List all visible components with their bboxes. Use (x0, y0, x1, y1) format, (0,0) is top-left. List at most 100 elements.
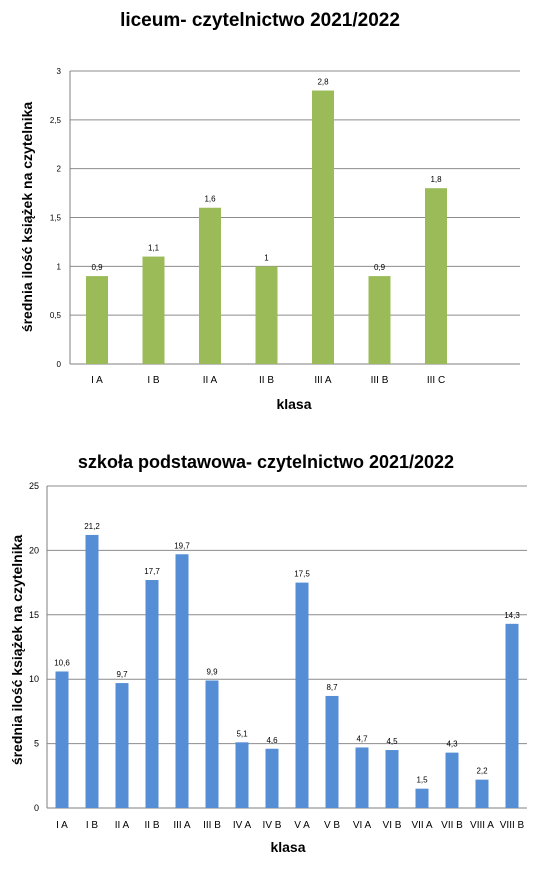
bar (255, 266, 278, 364)
y-tick-label: 15 (29, 610, 39, 620)
x-tick-label: III B (203, 820, 221, 831)
data-label: 1,5 (416, 776, 428, 785)
x-tick-label: I A (56, 820, 68, 831)
bar (145, 580, 159, 808)
data-label: 4,7 (356, 734, 368, 743)
y-tick-label: 25 (29, 481, 39, 491)
bar (235, 742, 249, 808)
data-label: 2,2 (476, 767, 488, 776)
x-tick-label: II A (203, 375, 218, 386)
bar (115, 683, 129, 808)
bar (265, 748, 279, 808)
data-label: 4,5 (386, 737, 398, 746)
data-label: 10,6 (54, 658, 70, 667)
y-tick-label: 0,5 (50, 311, 62, 320)
x-tick-label: I A (91, 375, 103, 386)
szkola-podstawowa-chart: szkoła podstawowa- czytelnictwo 2021/202… (9, 452, 527, 855)
data-label: 4,6 (266, 736, 278, 745)
data-label: 17,7 (144, 567, 160, 576)
x-tick-label: II A (115, 820, 130, 831)
bar (175, 554, 189, 808)
bar (385, 750, 399, 808)
x-axis-title: klasa (276, 396, 311, 412)
data-label: 0,9 (91, 263, 103, 272)
bar (415, 788, 429, 808)
x-tick-labels: I A I B II A II B III A III B IV A IV B V A V B VI… (56, 820, 524, 831)
x-tick-label: III C (427, 375, 445, 386)
y-tick-label: 2 (57, 165, 62, 174)
bar (325, 695, 339, 808)
x-tick-label: III A (314, 375, 332, 386)
bar (85, 534, 99, 808)
x-tick-label: VI B (383, 820, 402, 831)
y-tick-label: 1 (57, 262, 62, 271)
y-tick-label: 0 (57, 360, 62, 369)
x-tick-label: III B (371, 375, 389, 386)
data-label: 2,8 (317, 78, 329, 87)
data-label: 17,5 (294, 570, 310, 579)
data-label: 0,9 (374, 263, 386, 272)
data-label: 1 (264, 253, 269, 262)
x-tick-label: VII A (411, 820, 432, 831)
x-tick-label: IV B (263, 820, 282, 831)
data-label: 9,9 (206, 667, 218, 676)
y-tick-label: 20 (29, 545, 39, 555)
data-label: 1,1 (148, 244, 160, 253)
x-axis-title: klasa (270, 839, 305, 855)
y-tick-label: 5 (34, 739, 39, 749)
bars (86, 90, 447, 365)
y-tick-label: 2,5 (50, 116, 62, 125)
y-axis-title: średnia ilość książek na czytelnika (9, 535, 25, 766)
x-tick-label: II B (144, 820, 159, 831)
y-axis-title: średnia ilość książek na czytelnika (19, 102, 35, 333)
data-label: 5,1 (236, 729, 248, 738)
y-tick-label: 0 (34, 803, 39, 813)
x-tick-label: I B (147, 375, 160, 386)
x-tick-label: VI A (353, 820, 372, 831)
data-labels: 0,9 1,1 1,6 1 2,8 0,9 1,8 (91, 78, 442, 273)
data-label: 19,7 (174, 541, 190, 550)
bar (475, 779, 489, 808)
bar (295, 582, 309, 808)
bar (86, 276, 108, 364)
y-tick-labels: 0 0,5 1 1,5 2 2,5 3 (50, 67, 62, 369)
chart-title: szkoła podstawowa- czytelnictwo 2021/202… (78, 452, 454, 472)
x-tick-label: II B (259, 375, 274, 386)
data-label: 8,7 (326, 683, 338, 692)
bar (55, 671, 69, 808)
data-label: 4,3 (446, 740, 458, 749)
x-tick-label: VIII A (470, 820, 494, 831)
data-label: 1,8 (430, 175, 442, 184)
gridlines (46, 485, 527, 809)
bar (425, 188, 447, 364)
bars (55, 534, 519, 808)
bar (205, 680, 219, 808)
bar (355, 747, 369, 808)
x-tick-label: VIII B (500, 820, 525, 831)
x-tick-label: V A (294, 820, 310, 831)
y-tick-label: 3 (57, 67, 62, 76)
data-label: 14,3 (504, 611, 520, 620)
x-tick-label: IV A (233, 820, 252, 831)
data-labels: 10,6 21,2 9,7 17,7 19,7 9,9 5,1 4,6 17,5 8,7 4,7 4,… (54, 522, 520, 785)
data-label: 1,6 (204, 195, 216, 204)
x-tick-label: III A (173, 820, 191, 831)
x-tick-label: I B (86, 820, 99, 831)
x-tick-label: VII B (441, 820, 463, 831)
y-tick-label: 10 (29, 674, 39, 684)
y-tick-label: 1,5 (50, 214, 62, 223)
bar (312, 90, 334, 365)
data-label: 21,2 (84, 522, 100, 531)
y-tick-labels: 0 5 10 15 20 25 (29, 481, 39, 813)
bar (445, 752, 459, 808)
gridlines (69, 70, 520, 365)
data-label: 9,7 (116, 670, 128, 679)
bar (368, 276, 391, 364)
liceum-chart: liceum- czytelnictwo 2021/2022 0 0,5 1 1,5 2… (19, 10, 520, 412)
x-tick-label: V B (324, 820, 340, 831)
bar (505, 623, 519, 808)
chart-title: liceum- czytelnictwo 2021/2022 (120, 10, 400, 31)
bar (199, 207, 221, 364)
x-tick-labels: I A I B II A II B III A III B III C (91, 375, 445, 386)
